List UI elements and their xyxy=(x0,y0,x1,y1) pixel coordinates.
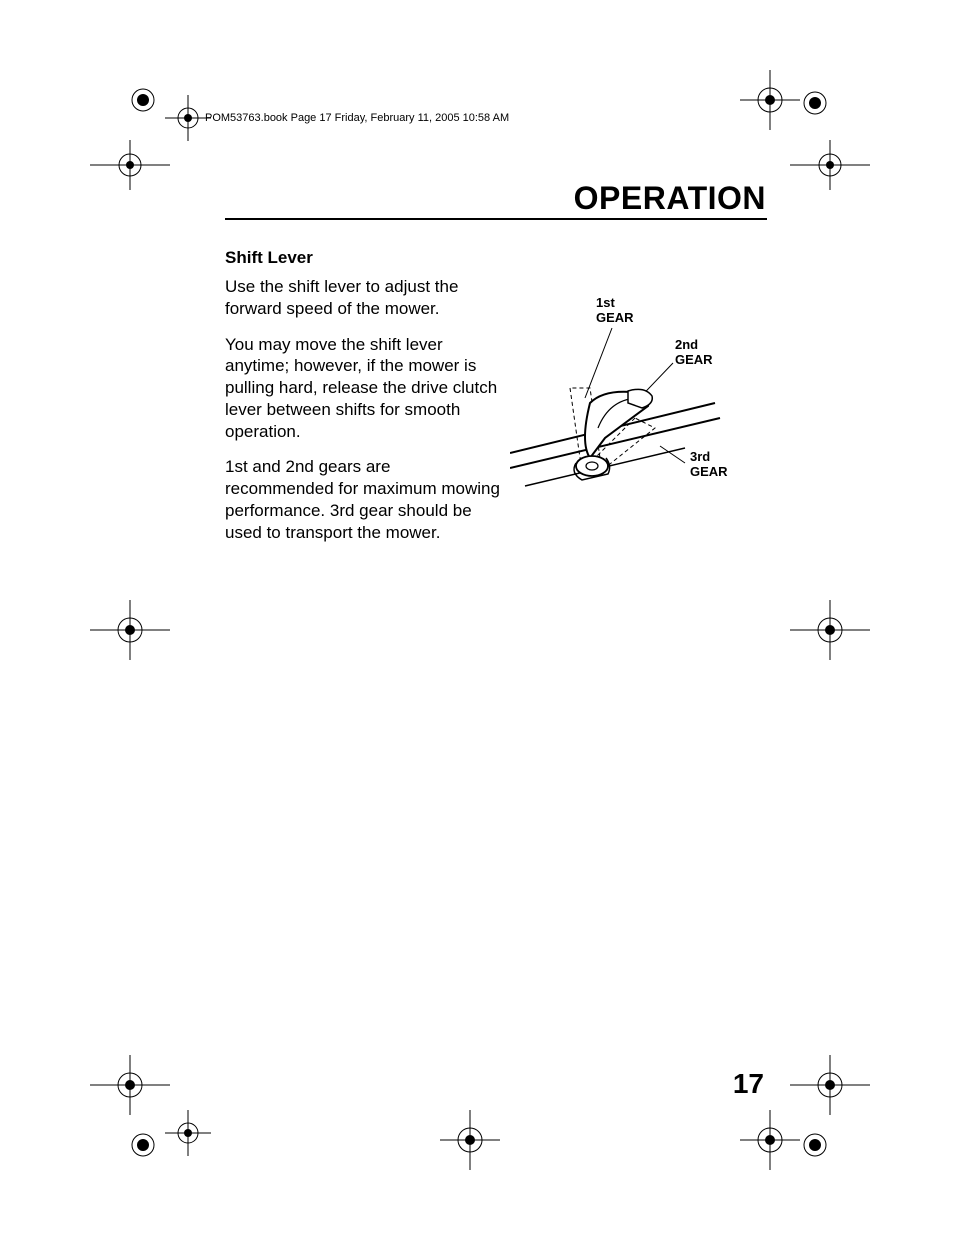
title-rule xyxy=(225,218,767,220)
registration-mark-icon xyxy=(790,600,870,660)
gear-2-line1: 2nd xyxy=(675,337,698,352)
registration-mark-icon xyxy=(90,140,170,190)
registration-mark-icon xyxy=(790,1055,870,1115)
shift-lever-diagram: 1st GEAR 2nd GEAR 3rd GEAR xyxy=(510,288,770,518)
page-number: 17 xyxy=(733,1068,764,1100)
paragraph: You may move the shift lever anytime; ho… xyxy=(225,334,500,443)
registration-mark-icon xyxy=(740,70,800,130)
shift-lever-svg xyxy=(510,288,770,518)
registration-mark-icon xyxy=(800,1130,830,1160)
gear-3-line1: 3rd xyxy=(690,449,710,464)
body-text-column: Use the shift lever to adjust the forwar… xyxy=(225,276,500,557)
registration-mark-icon xyxy=(740,1110,800,1170)
gear-1-line1: 1st xyxy=(596,295,615,310)
running-header: POM53763.book Page 17 Friday, February 1… xyxy=(205,112,509,124)
subsection-heading: Shift Lever xyxy=(225,248,313,268)
registration-mark-icon xyxy=(128,1130,158,1160)
gear-1-label: 1st GEAR xyxy=(596,296,634,326)
gear-1-line2: GEAR xyxy=(596,310,634,325)
registration-mark-icon xyxy=(440,1110,500,1170)
gear-3-label: 3rd GEAR xyxy=(690,450,728,480)
registration-mark-icon xyxy=(128,85,158,115)
document-page: POM53763.book Page 17 Friday, February 1… xyxy=(0,0,954,1235)
section-title: OPERATION xyxy=(574,180,766,217)
paragraph: 1st and 2nd gears are recommended for ma… xyxy=(225,456,500,543)
gear-2-line2: GEAR xyxy=(675,352,713,367)
registration-mark-icon xyxy=(790,140,870,190)
registration-mark-icon xyxy=(90,1055,170,1115)
gear-3-line2: GEAR xyxy=(690,464,728,479)
registration-mark-icon xyxy=(165,95,211,141)
paragraph: Use the shift lever to adjust the forwar… xyxy=(225,276,500,320)
registration-mark-icon xyxy=(165,1110,211,1156)
registration-mark-icon xyxy=(800,88,830,118)
registration-mark-icon xyxy=(90,600,170,660)
gear-2-label: 2nd GEAR xyxy=(675,338,713,368)
